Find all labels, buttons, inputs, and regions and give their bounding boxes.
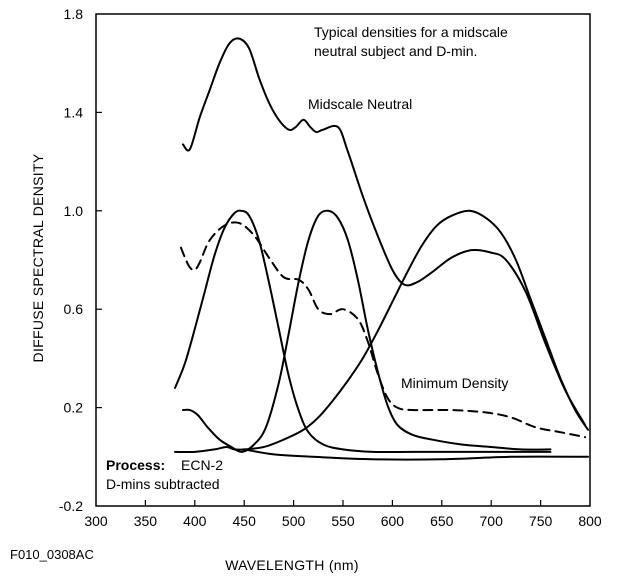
series-blue-sensitive-dye-curve — [174, 209, 552, 454]
series-red-sensitive-dye-curve — [174, 209, 590, 454]
x-axis-title: WAVELENGTH (nm) — [225, 557, 359, 573]
series-green-sensitive-dye-curve — [181, 209, 552, 453]
x-tick-label: 350 — [134, 513, 158, 529]
x-tick-label: 550 — [331, 513, 355, 529]
note-line-2: neutral subject and D-min. — [314, 43, 477, 59]
x-tick-label: 500 — [282, 513, 306, 529]
y-tick-label: 0.2 — [64, 400, 84, 416]
y-tick-label: 1.0 — [64, 203, 84, 219]
y-tick-label: 0.6 — [64, 301, 84, 317]
x-tick-label: 700 — [480, 513, 504, 529]
process-label: Process: — [106, 457, 165, 473]
x-tick-label: 450 — [233, 513, 257, 529]
x-tick-label: 300 — [84, 513, 108, 529]
series-minimum-density-curve — [179, 221, 587, 439]
series-baseline-curve — [243, 448, 590, 461]
y-tick-label: 1.4 — [64, 104, 84, 120]
x-tick-label: 650 — [430, 513, 454, 529]
note-line-1: Typical densities for a midscale — [314, 24, 508, 40]
x-axis-ticks: 300 350 400 450 500 550 600 650 700 750 800 — [84, 500, 602, 529]
x-tick-label: 750 — [529, 513, 553, 529]
x-tick-label: 800 — [578, 513, 602, 529]
x-tick-label: 400 — [183, 513, 207, 529]
series-layer — [174, 37, 590, 461]
y-tick-label: -0.2 — [59, 498, 83, 514]
y-axis-title: DIFFUSE SPECTRAL DENSITY — [30, 153, 46, 362]
dmins-note: D-mins subtracted — [106, 476, 220, 492]
midscale-neutral-label: Midscale Neutral — [308, 96, 412, 112]
process-value: ECN-2 — [181, 457, 223, 473]
x-tick-label: 600 — [381, 513, 405, 529]
y-tick-label: 1.8 — [64, 6, 84, 22]
minimum-density-label: Minimum Density — [401, 375, 508, 391]
figure-code: F010_0308AC — [10, 547, 94, 562]
y-axis-ticks: -0.2 0.2 0.6 1.0 1.4 1.8 — [59, 6, 102, 514]
series-midscale-neutral-curve — [181, 37, 587, 426]
